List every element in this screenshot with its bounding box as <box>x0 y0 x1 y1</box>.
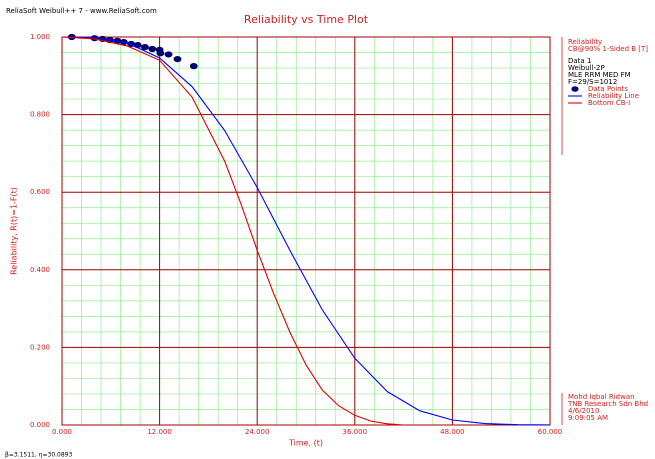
parameters: β=3.1511, η=30.0893 <box>5 452 72 459</box>
curve <box>61 36 551 426</box>
data-point <box>189 62 198 70</box>
legend-info: Data 1 <box>568 57 591 65</box>
legend-marker <box>571 86 579 92</box>
footer-text: 9:09:05 AM <box>568 414 608 422</box>
footer-text: 4/6/2010 <box>568 407 599 415</box>
plot-frame <box>61 36 551 426</box>
x-axis-label: Time, (t) <box>288 439 323 448</box>
y-tick-label: 0.800 <box>30 111 50 119</box>
y-tick-label: 0.400 <box>30 266 50 274</box>
legend-entry: Reliability Line <box>588 92 639 100</box>
footer-text: TNB Research Sdn Bhd <box>567 400 648 408</box>
x-tick-label: 0.000 <box>52 428 72 436</box>
y-tick-label: 0.200 <box>30 343 50 351</box>
legend-info: F=29/S=1012 <box>568 78 617 86</box>
header: ReliaSoft Weibull++ 7 - www.ReliaSoft.co… <box>6 7 157 15</box>
data-point <box>156 50 165 57</box>
x-tick-label: 12.000 <box>147 428 172 436</box>
data-point <box>164 51 173 58</box>
y-tick-label: 1.000 <box>30 33 50 41</box>
data-point <box>173 56 182 63</box>
legend-entry: Bottom CB-I <box>588 99 630 107</box>
y-tick-label: 0.000 <box>30 421 50 429</box>
curve <box>61 36 404 426</box>
legend-entry: Data Points <box>588 85 628 93</box>
x-tick-label: 36.000 <box>343 428 368 436</box>
footer-text: Mohd Iqbal Ridwan <box>568 393 635 401</box>
legend-title: CB@90% 1-Sided B [T] <box>568 45 648 53</box>
legend-title: Reliability <box>568 38 602 46</box>
y-axis-label: Reliability, R(t)=1-F(t) <box>10 187 19 275</box>
data-point <box>148 45 157 53</box>
x-tick-label: 60.000 <box>538 428 563 436</box>
y-tick-label: 0.600 <box>30 188 50 196</box>
data-point <box>141 43 149 51</box>
legend-info: Weibull-2P <box>568 64 605 72</box>
x-tick-label: 48.000 <box>440 428 465 436</box>
chart-title: Reliability vs Time Plot <box>244 13 369 26</box>
x-tick-label: 24.000 <box>245 428 270 436</box>
legend-info: MLE RRM MED FM <box>568 71 631 79</box>
